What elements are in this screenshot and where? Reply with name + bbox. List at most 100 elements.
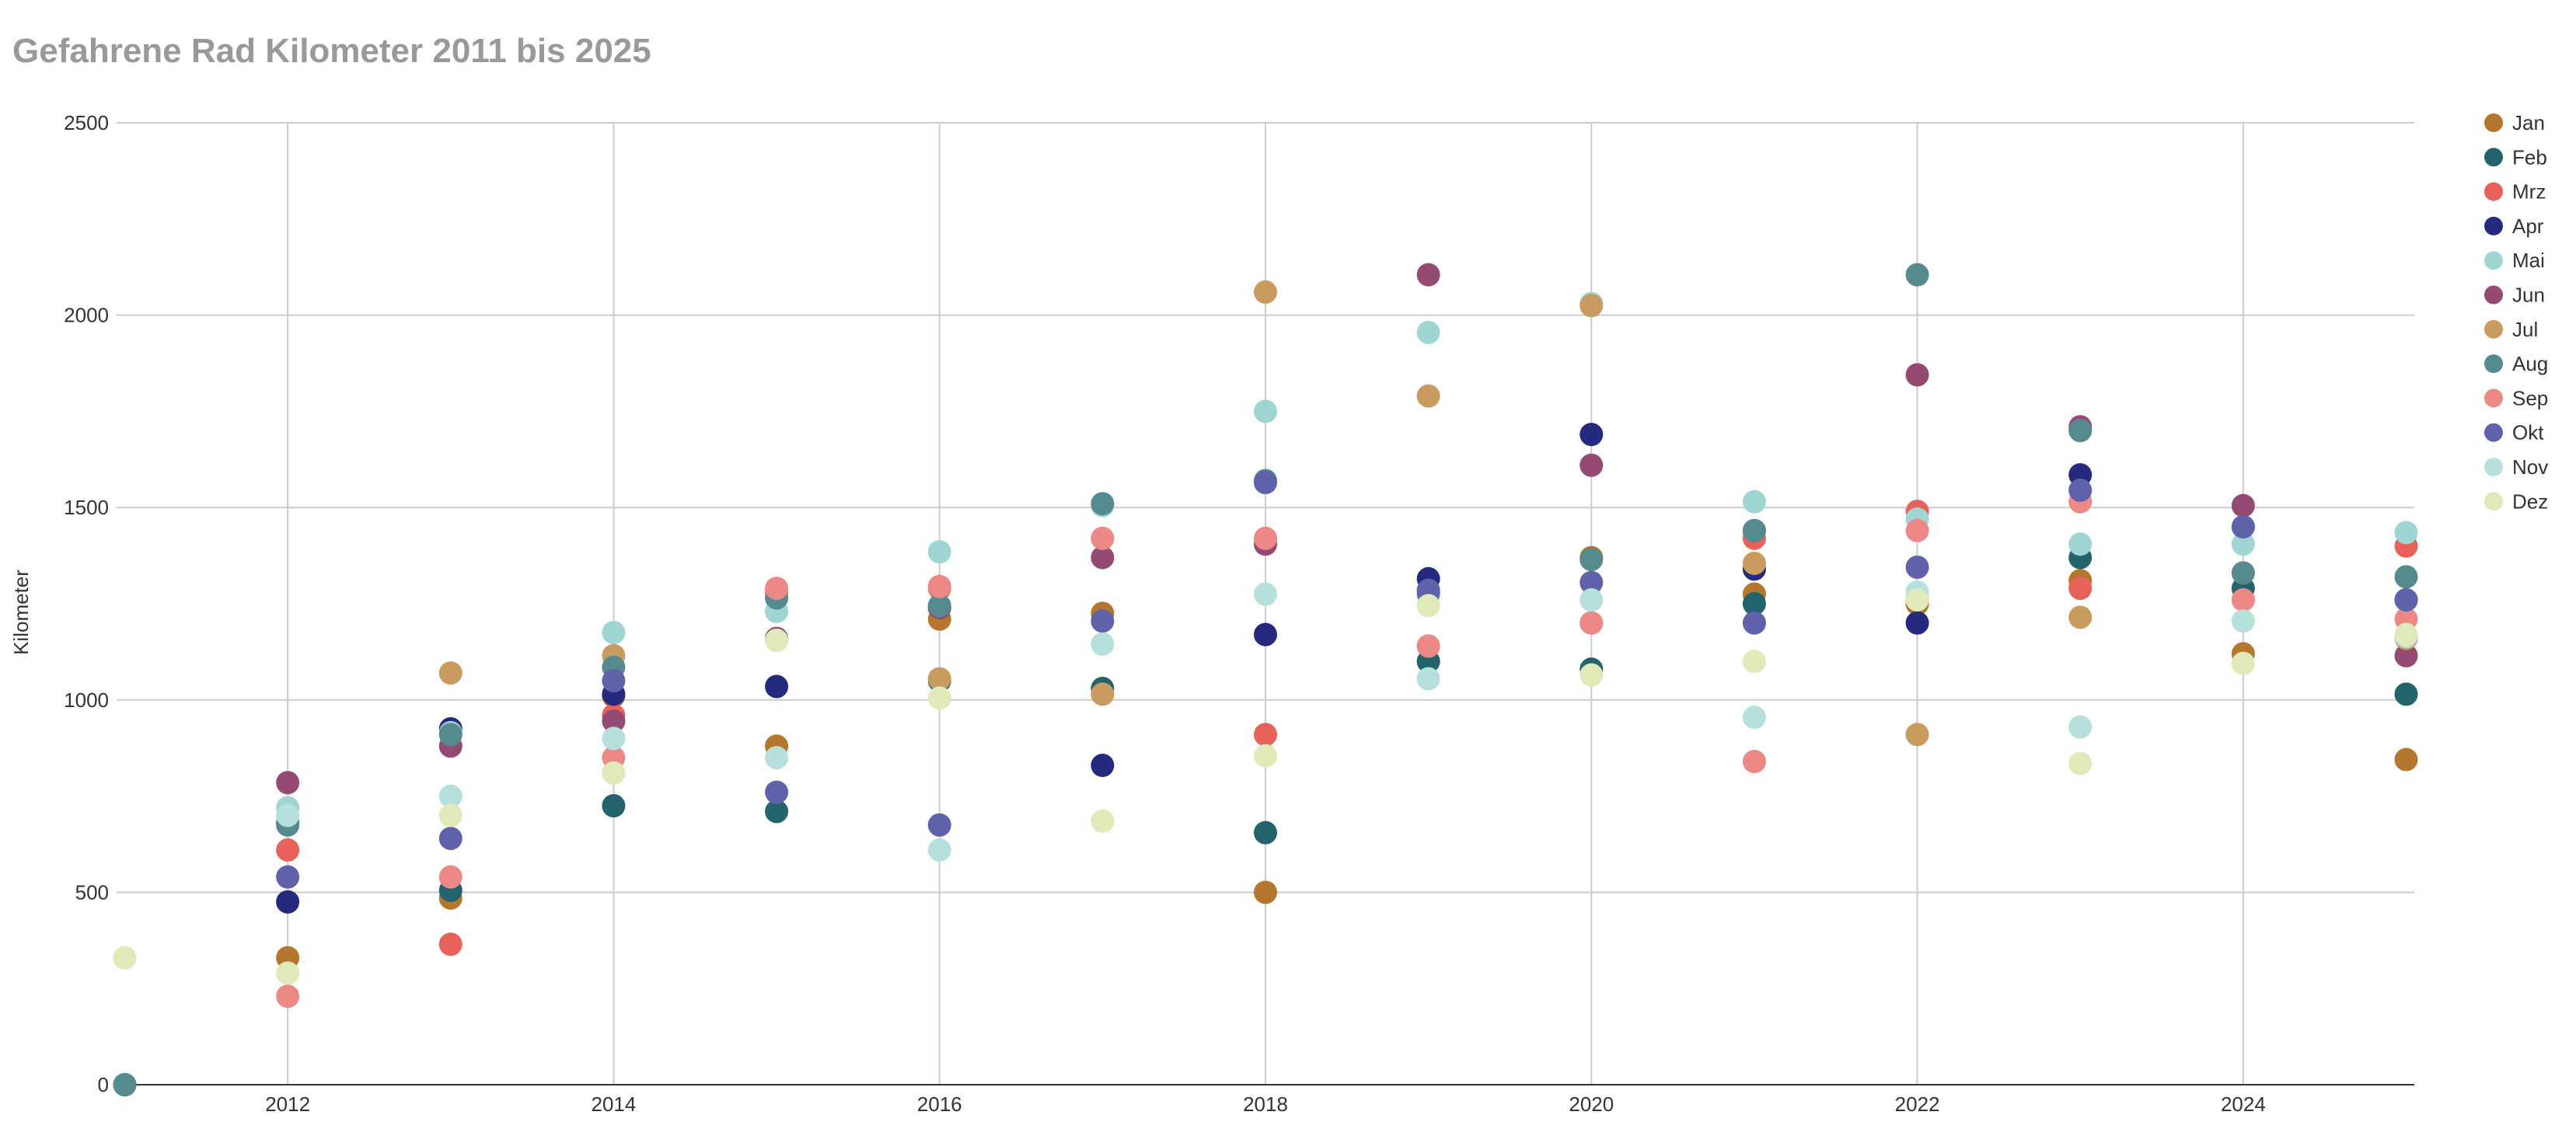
point-sep-2017[interactable]: [1091, 526, 1115, 550]
point-apr-2017[interactable]: [1091, 753, 1115, 777]
point-dez-2023[interactable]: [2068, 751, 2093, 775]
legend-marker-mrz[interactable]: [2484, 182, 2503, 201]
point-jun-2024[interactable]: [2231, 493, 2255, 517]
point-okt-2012[interactable]: [276, 865, 300, 889]
legend-label-mai[interactable]: Mai: [2512, 249, 2545, 272]
point-dez-2013[interactable]: [438, 803, 462, 828]
point-feb-2018[interactable]: [1254, 821, 1277, 845]
point-mrz-2012[interactable]: [276, 838, 300, 862]
point-sep-2024[interactable]: [2231, 588, 2255, 612]
point-okt-2023[interactable]: [2068, 478, 2093, 502]
point-nov-2013[interactable]: [438, 784, 462, 808]
point-jun-2014[interactable]: [602, 709, 626, 734]
point-apr-2018[interactable]: [1254, 622, 1277, 646]
legend-label-sep[interactable]: Sep: [2512, 386, 2548, 409]
point-nov-2018[interactable]: [1254, 582, 1277, 606]
point-aug-2023[interactable]: [2068, 419, 2093, 443]
point-jul-2017[interactable]: [1091, 682, 1115, 706]
point-okt-2020[interactable]: [1579, 570, 1604, 594]
point-dez-2016[interactable]: [927, 686, 951, 710]
point-apr-2020[interactable]: [1579, 423, 1604, 447]
point-dez-2022[interactable]: [1905, 588, 1929, 612]
point-okt-2015[interactable]: [765, 780, 789, 804]
point-nov-2012[interactable]: [276, 803, 300, 828]
point-nov-2021[interactable]: [1742, 706, 1766, 730]
point-dez-2018[interactable]: [1254, 744, 1277, 768]
legend-marker-feb[interactable]: [2484, 148, 2503, 167]
legend-marker-aug[interactable]: [2484, 354, 2503, 374]
point-jan-2025[interactable]: [2394, 747, 2418, 772]
point-sep-2012[interactable]: [276, 984, 300, 1009]
legend-label-mrz[interactable]: Mrz: [2512, 180, 2546, 204]
point-aug-2011[interactable]: [113, 1073, 137, 1096]
point-sep-2015[interactable]: [765, 577, 789, 601]
point-mai-2016[interactable]: [927, 540, 951, 564]
point-feb-2014[interactable]: [602, 793, 626, 817]
point-dez-2025[interactable]: [2394, 622, 2418, 646]
point-sep-2019[interactable]: [1416, 634, 1440, 658]
point-okt-2022[interactable]: [1905, 555, 1929, 579]
point-jul-2013[interactable]: [438, 661, 462, 685]
point-jun-2020[interactable]: [1579, 453, 1604, 477]
point-mai-2019[interactable]: [1416, 320, 1440, 344]
point-mrz-2013[interactable]: [438, 932, 462, 957]
legend-marker-nov[interactable]: [2484, 458, 2503, 476]
point-nov-2024[interactable]: [2231, 609, 2255, 633]
legend-label-jul[interactable]: Jul: [2512, 318, 2538, 341]
point-aug-2025[interactable]: [2394, 565, 2418, 589]
point-okt-2018[interactable]: [1254, 471, 1277, 495]
point-apr-2015[interactable]: [765, 674, 789, 699]
legend-label-jun[interactable]: Jun: [2512, 284, 2545, 307]
point-okt-2017[interactable]: [1091, 609, 1115, 633]
point-mai-2014[interactable]: [602, 621, 626, 645]
point-jun-2022[interactable]: [1905, 363, 1929, 387]
point-jun-2012[interactable]: [276, 771, 300, 795]
point-nov-2016[interactable]: [927, 838, 951, 862]
legend-marker-mai[interactable]: [2484, 251, 2503, 270]
point-aug-2017[interactable]: [1091, 492, 1115, 516]
point-okt-2013[interactable]: [438, 827, 462, 851]
point-dez-2011[interactable]: [113, 946, 137, 970]
legend-label-feb[interactable]: Feb: [2512, 145, 2547, 169]
point-sep-2018[interactable]: [1254, 526, 1277, 550]
legend-marker-apr[interactable]: [2484, 216, 2503, 235]
legend-marker-sep[interactable]: [2484, 389, 2503, 408]
point-nov-2020[interactable]: [1579, 588, 1604, 612]
legend-marker-okt[interactable]: [2484, 423, 2503, 442]
point-sep-2021[interactable]: [1742, 750, 1766, 774]
point-mai-2018[interactable]: [1254, 399, 1277, 423]
point-okt-2025[interactable]: [2394, 588, 2418, 612]
point-dez-2012[interactable]: [276, 961, 300, 985]
point-sep-2022[interactable]: [1905, 518, 1929, 542]
point-jun-2025[interactable]: [2394, 643, 2418, 667]
point-jul-2018[interactable]: [1254, 280, 1277, 304]
legend-marker-dez[interactable]: [2484, 492, 2503, 511]
point-apr-2012[interactable]: [276, 890, 300, 914]
point-nov-2014[interactable]: [602, 727, 626, 751]
point-nov-2023[interactable]: [2068, 715, 2093, 739]
point-mai-2021[interactable]: [1742, 490, 1766, 514]
point-aug-2024[interactable]: [2231, 561, 2255, 585]
point-aug-2020[interactable]: [1579, 548, 1604, 572]
point-nov-2015[interactable]: [765, 746, 789, 770]
legend-label-okt[interactable]: Okt: [2512, 421, 2544, 444]
point-okt-2016[interactable]: [927, 813, 951, 837]
point-apr-2022[interactable]: [1905, 611, 1929, 635]
legend-label-dez[interactable]: Dez: [2512, 490, 2548, 513]
point-mai-2025[interactable]: [2394, 521, 2418, 545]
point-jun-2019[interactable]: [1416, 263, 1440, 287]
point-aug-2013[interactable]: [438, 723, 462, 747]
point-okt-2014[interactable]: [602, 669, 626, 693]
point-jul-2022[interactable]: [1905, 723, 1929, 747]
point-jul-2016[interactable]: [927, 667, 951, 691]
point-jul-2023[interactable]: [2068, 605, 2093, 629]
point-okt-2021[interactable]: [1742, 611, 1766, 635]
point-jul-2021[interactable]: [1742, 552, 1766, 576]
point-dez-2021[interactable]: [1742, 650, 1766, 674]
point-dez-2017[interactable]: [1091, 809, 1115, 833]
point-dez-2014[interactable]: [602, 761, 626, 785]
point-aug-2016[interactable]: [927, 594, 951, 618]
point-feb-2015[interactable]: [765, 800, 789, 824]
point-mai-2024[interactable]: [2231, 532, 2255, 556]
point-dez-2024[interactable]: [2231, 651, 2255, 675]
